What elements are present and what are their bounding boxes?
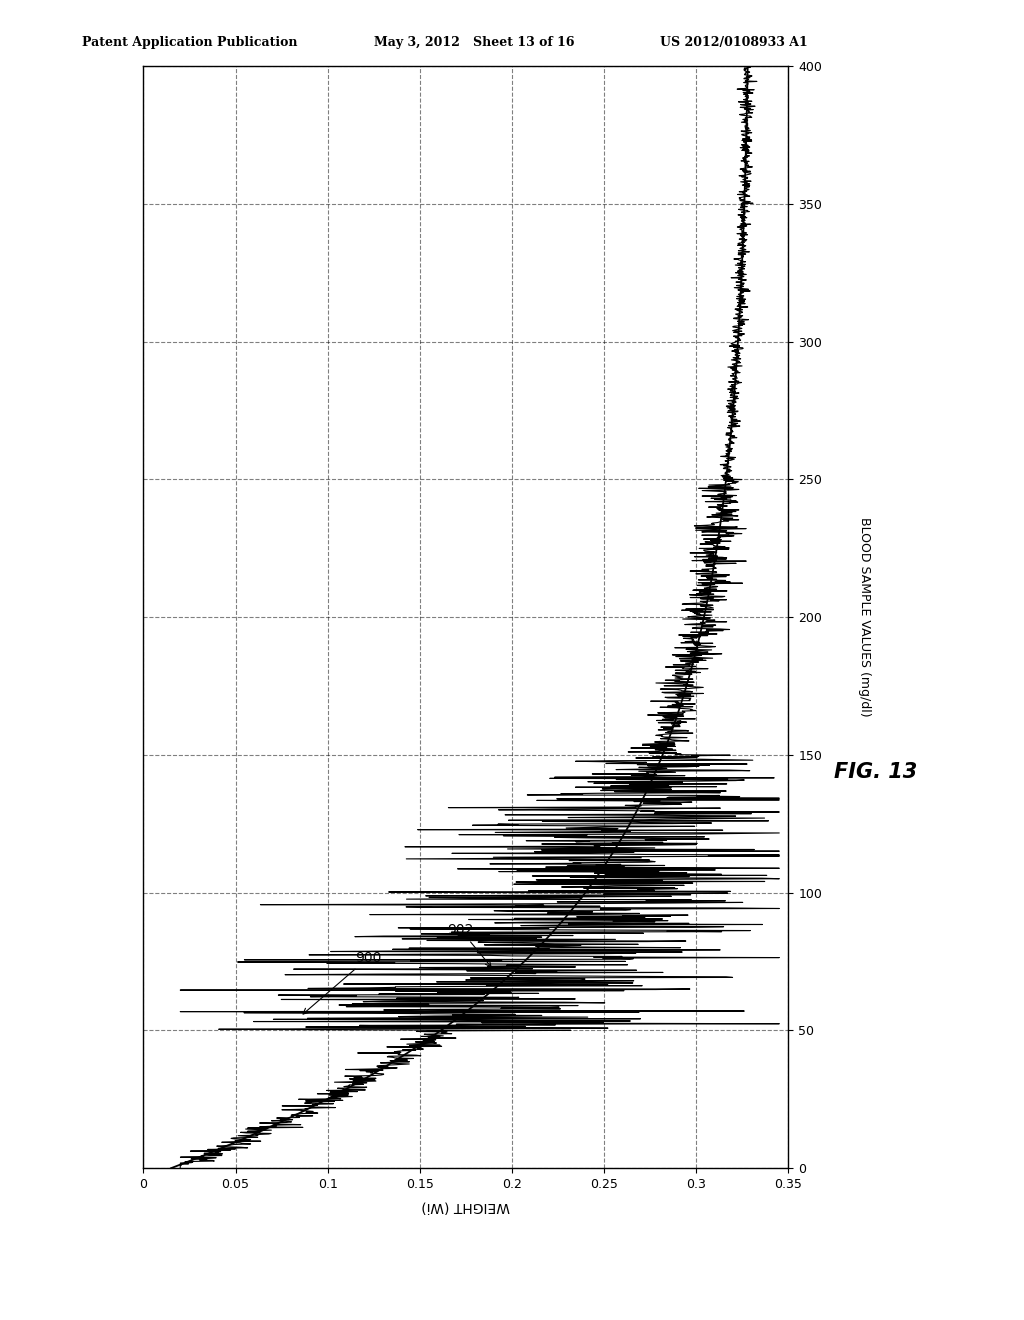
Y-axis label: BLOOD SAMPLE VALUES (mg/dl): BLOOD SAMPLE VALUES (mg/dl) (858, 517, 870, 717)
Text: 902: 902 (447, 923, 490, 966)
Text: FIG. 13: FIG. 13 (834, 762, 918, 783)
Text: 900: 900 (303, 950, 382, 1014)
Text: US 2012/0108933 A1: US 2012/0108933 A1 (660, 36, 808, 49)
X-axis label: WEIGHT (Wi): WEIGHT (Wi) (422, 1200, 510, 1213)
Text: May 3, 2012   Sheet 13 of 16: May 3, 2012 Sheet 13 of 16 (374, 36, 574, 49)
Text: Patent Application Publication: Patent Application Publication (82, 36, 297, 49)
